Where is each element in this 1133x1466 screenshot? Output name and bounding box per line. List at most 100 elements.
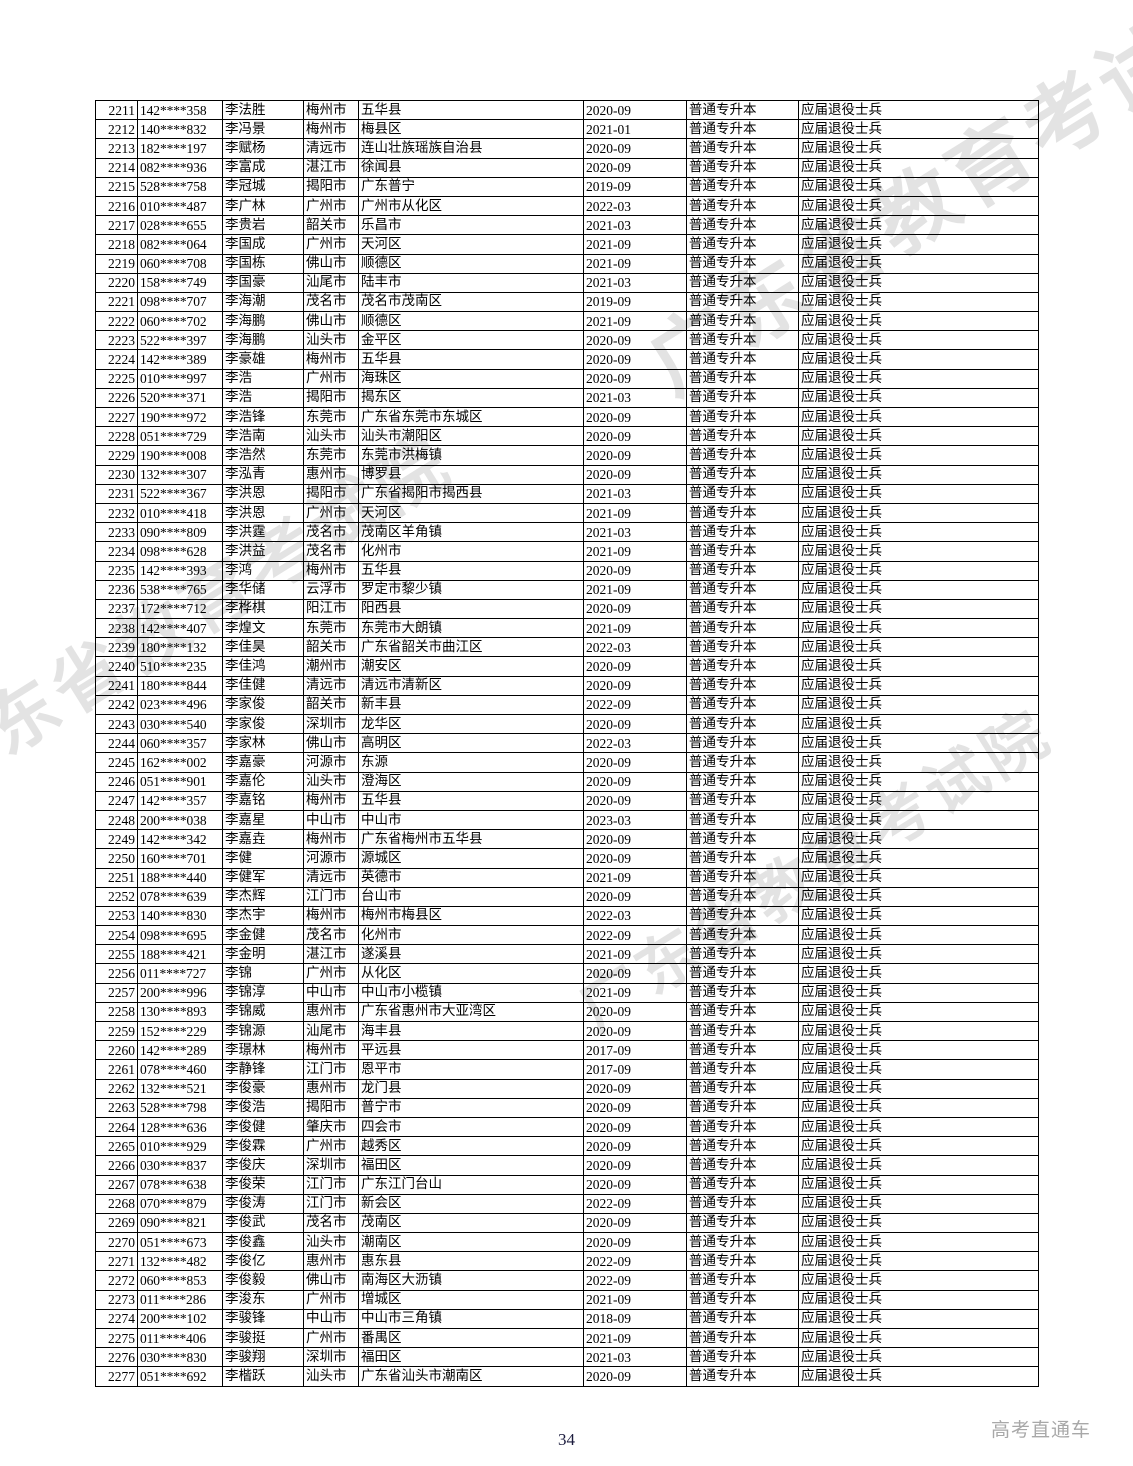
row-enroll-date: 2019-09 xyxy=(583,291,687,313)
roster-table-container: 2211 142****358 李法胜 梅州市 五华县 2020-09 普通专升本 应届退役士… xyxy=(95,99,1039,1387)
row-program-type: 普通专升本 xyxy=(686,1059,799,1080)
table-row: 2253 140****830 李杰宇 梅州市 梅州市梅县区 2022-03 普通专升本 应届… xyxy=(95,905,1039,927)
row-enroll-date: 2021-03 xyxy=(583,483,687,504)
row-status: 应届退役士兵 xyxy=(798,867,1039,888)
row-name: 李杰宇 xyxy=(222,905,304,927)
row-status: 应届退役士兵 xyxy=(798,829,1039,850)
table-row: 2256 011****727 李锦 广州市 从化区 2020-09 普通专升本 应届退役士兵 xyxy=(95,963,1039,984)
row-index: 2266 xyxy=(95,1155,138,1176)
row-district: 英德市 xyxy=(358,867,584,888)
row-program-type: 普通专升本 xyxy=(686,272,799,293)
row-status: 应届退役士兵 xyxy=(798,1116,1039,1138)
row-index: 2244 xyxy=(95,733,138,754)
row-index: 2214 xyxy=(95,157,138,178)
row-name: 李佳昊 xyxy=(222,637,304,658)
table-row: 2245 162****002 李嘉豪 河源市 东源 2020-09 普通专升本 应届退役士兵 xyxy=(95,752,1039,773)
row-name: 李锦淳 xyxy=(222,982,304,1003)
row-name: 李佳健 xyxy=(222,675,304,696)
row-enroll-date: 2020-09 xyxy=(583,368,687,389)
row-name: 李俊涛 xyxy=(222,1193,304,1214)
row-program-type: 普通专升本 xyxy=(686,368,799,389)
row-enroll-date: 2020-09 xyxy=(583,1001,687,1023)
row-program-type: 普通专升本 xyxy=(686,579,799,600)
row-city: 佛山市 xyxy=(303,311,359,332)
row-district: 台山市 xyxy=(358,886,584,907)
row-district: 五华县 xyxy=(358,349,584,370)
row-district: 普宁市 xyxy=(358,1097,584,1118)
table-row: 2236 538****765 李华储 云浮市 罗定市黎少镇 2021-09 普通专升本 应届… xyxy=(95,579,1039,600)
row-name: 李浚东 xyxy=(222,1289,304,1310)
row-status: 应届退役士兵 xyxy=(798,1174,1039,1195)
row-program-type: 普通专升本 xyxy=(686,1078,799,1099)
row-name: 李冠城 xyxy=(222,176,304,197)
table-row: 2259 152****229 李锦源 汕尾市 海丰县 2020-09 普通专升本 应届退役士… xyxy=(95,1020,1039,1042)
row-district: 潮安区 xyxy=(358,656,584,677)
row-program-type: 普通专升本 xyxy=(686,1308,799,1330)
row-index: 2275 xyxy=(95,1327,138,1349)
row-status: 应届退役士兵 xyxy=(798,790,1039,811)
row-district: 广东省惠州市大亚湾区 xyxy=(358,1001,584,1023)
row-district: 增城区 xyxy=(358,1289,584,1310)
row-program-type: 普通专升本 xyxy=(686,905,799,927)
row-id-number: 200****102 xyxy=(137,1308,223,1330)
row-name: 李家林 xyxy=(222,733,304,754)
row-index: 2274 xyxy=(95,1308,138,1330)
roster-table-body: 2211 142****358 李法胜 梅州市 五华县 2020-09 普通专升本 应届退役士… xyxy=(95,99,1039,1387)
row-index: 2254 xyxy=(95,925,138,946)
row-district: 东莞市洪梅镇 xyxy=(358,445,584,466)
table-row: 2220 158****749 李国豪 汕尾市 陆丰市 2021-03 普通专升本 应届退役士… xyxy=(95,272,1039,293)
row-city: 江门市 xyxy=(303,1059,359,1080)
row-district: 乐昌市 xyxy=(358,215,584,236)
row-index: 2235 xyxy=(95,560,138,581)
row-index: 2217 xyxy=(95,215,138,236)
row-id-number: 200****996 xyxy=(137,982,223,1003)
table-row: 2240 510****235 李佳鸿 潮州市 潮安区 2020-09 普通专升本 应届退役士… xyxy=(95,656,1039,677)
row-city: 汕尾市 xyxy=(303,272,359,293)
row-city: 揭阳市 xyxy=(303,176,359,197)
row-index: 2226 xyxy=(95,387,138,409)
table-row: 2226 520****371 李浩 揭阳市 揭东区 2021-03 普通专升本 应届退役士兵 xyxy=(95,387,1039,409)
row-enroll-date: 2020-09 xyxy=(583,1097,687,1118)
row-enroll-date: 2021-09 xyxy=(583,867,687,888)
row-name: 李洪恩 xyxy=(222,483,304,504)
row-program-type: 普通专升本 xyxy=(686,848,799,869)
row-city: 韶关市 xyxy=(303,694,359,716)
row-name: 李俊豪 xyxy=(222,1078,304,1099)
row-status: 应届退役士兵 xyxy=(798,234,1039,255)
row-status: 应届退役士兵 xyxy=(798,1078,1039,1099)
row-city: 河源市 xyxy=(303,848,359,869)
row-index: 2249 xyxy=(95,829,138,850)
row-program-type: 普通专升本 xyxy=(686,1116,799,1138)
row-name: 李洪恩 xyxy=(222,502,304,524)
row-id-number: 082****936 xyxy=(137,157,223,178)
row-district: 新丰县 xyxy=(358,694,584,716)
row-id-number: 011****406 xyxy=(137,1327,223,1349)
row-status: 应届退役士兵 xyxy=(798,1001,1039,1023)
row-city: 汕头市 xyxy=(303,771,359,792)
row-name: 李俊健 xyxy=(222,1116,304,1138)
row-index: 2215 xyxy=(95,176,138,197)
row-status: 应届退役士兵 xyxy=(798,848,1039,869)
row-index: 2225 xyxy=(95,368,138,389)
row-id-number: 180****844 xyxy=(137,675,223,696)
row-index: 2231 xyxy=(95,483,138,504)
row-name: 李俊荣 xyxy=(222,1174,304,1195)
table-row: 2235 142****393 李鸿 梅州市 五华县 2020-09 普通专升本 应届退役士兵 xyxy=(95,560,1039,581)
row-program-type: 普通专升本 xyxy=(686,1251,799,1272)
row-program-type: 普通专升本 xyxy=(686,176,799,197)
row-enroll-date: 2021-09 xyxy=(583,541,687,562)
row-enroll-date: 2020-09 xyxy=(583,848,687,869)
row-program-type: 普通专升本 xyxy=(686,771,799,792)
row-city: 梅州市 xyxy=(303,829,359,850)
row-district: 汕头市潮阳区 xyxy=(358,426,584,447)
row-district: 连山壮族瑶族自治县 xyxy=(358,138,584,159)
table-row: 2222 060****702 李海鹏 佛山市 顺德区 2021-09 普通专升本 应届退役士… xyxy=(95,311,1039,332)
row-name: 李海鹏 xyxy=(222,311,304,332)
row-program-type: 普通专升本 xyxy=(686,502,799,524)
row-enroll-date: 2022-09 xyxy=(583,1193,687,1214)
row-enroll-date: 2020-09 xyxy=(583,598,687,620)
row-city: 广州市 xyxy=(303,195,359,217)
row-name: 李俊毅 xyxy=(222,1270,304,1291)
row-index: 2237 xyxy=(95,598,138,620)
table-row: 2247 142****357 李嘉铭 梅州市 五华县 2020-09 普通专升本 应届退役士… xyxy=(95,790,1039,811)
